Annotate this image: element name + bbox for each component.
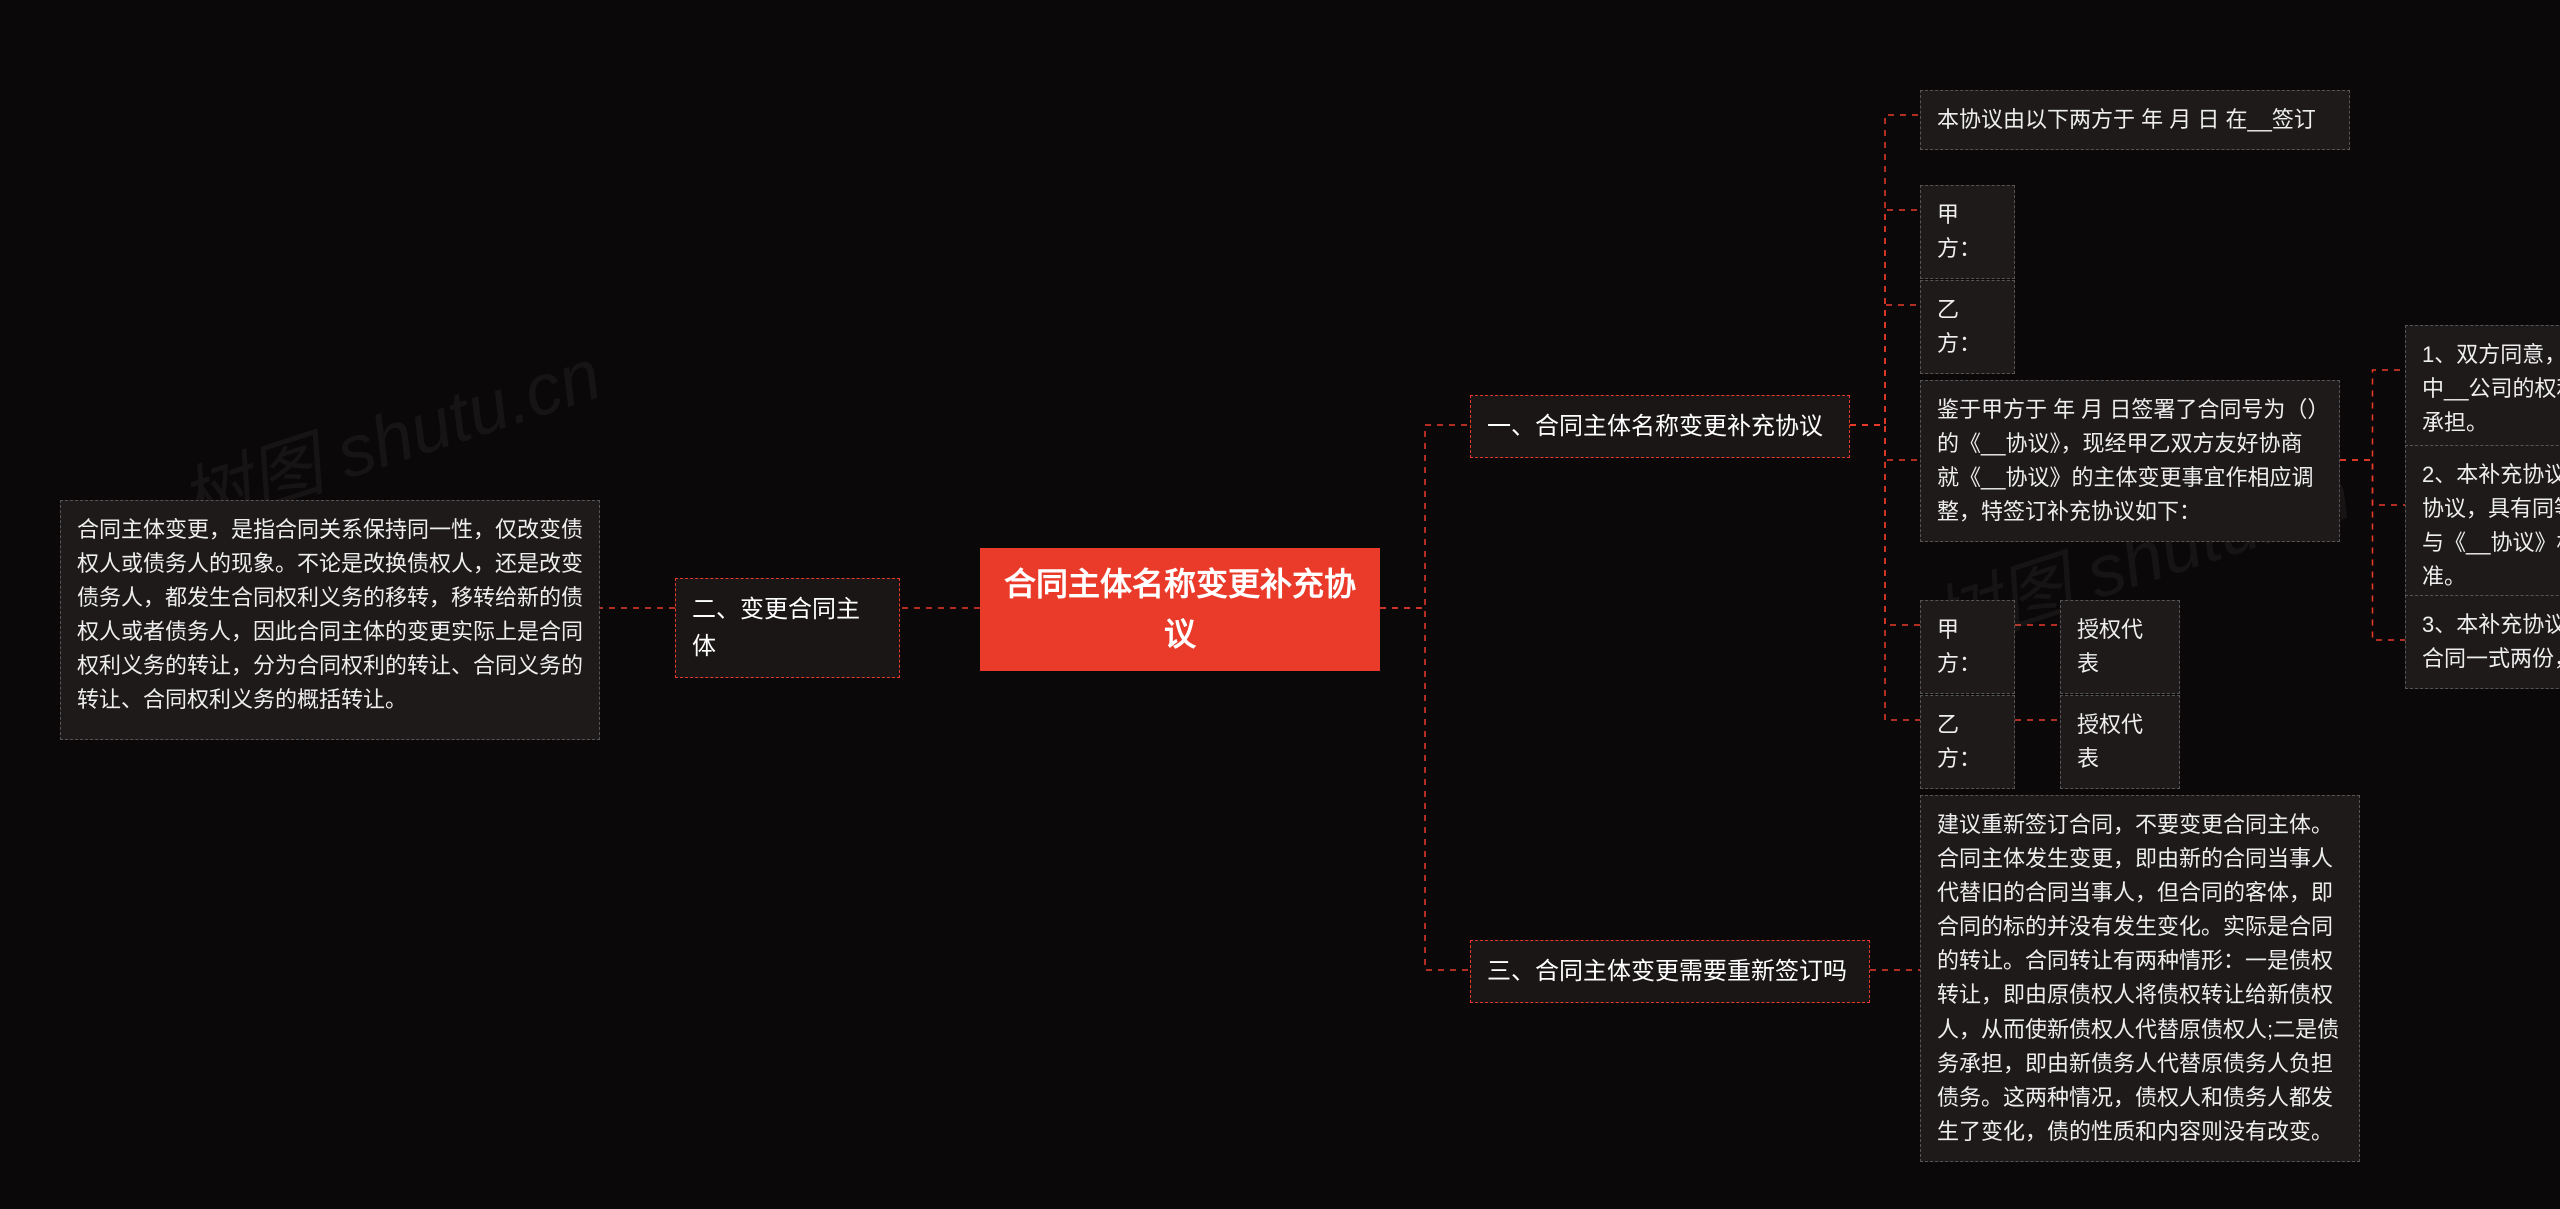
mindmap-node-b1c4[interactable]: 鉴于甲方于 年 月 日签署了合同号为（）的《__协议》，现经甲乙双方友好协商就《…	[1920, 380, 2340, 542]
mindmap-node-b2c1[interactable]: 合同主体变更，是指合同关系保持同一性，仅改变债权人或债务人的现象。不论是改换债权…	[60, 500, 600, 740]
mindmap-node-b1c3[interactable]: 乙方：	[1920, 280, 2015, 374]
mindmap-node-b1c6a[interactable]: 授权代表	[2060, 695, 2180, 789]
mindmap-node-b2[interactable]: 二、变更合同主体	[675, 578, 900, 678]
node-text: 合同主体变更，是指合同关系保持同一性，仅改变债权人或债务人的现象。不论是改换债权…	[77, 517, 583, 712]
node-text: 授权代表	[2077, 617, 2143, 676]
node-text: 3、本补充协议自签订之日起生效，本合同一式两份，甲乙双方各持一份。	[2422, 612, 2560, 671]
node-text: 甲方：	[1937, 617, 1981, 676]
node-text: 甲方：	[1937, 202, 1981, 261]
node-text: 一、合同主体名称变更补充协议	[1487, 408, 1823, 445]
node-text: 本协议由以下两方于 年 月 日 在__签订	[1937, 107, 2316, 132]
node-text: 1、双方同意，自 年 月 日期，《__协议》中__公司的权利义务转由__公司享有…	[2422, 342, 2560, 435]
node-text: 授权代表	[2077, 712, 2143, 771]
mindmap-node-b1c2[interactable]: 甲方：	[1920, 185, 2015, 279]
mindmap-node-b1c6[interactable]: 乙方：	[1920, 695, 2015, 789]
node-text: 2、本补充协议作为《__协议》的补充协议，具有同等法律效力;如本补充协议与《__…	[2422, 462, 2560, 589]
node-text: 合同主体名称变更补充协 议	[1004, 560, 1356, 659]
node-text: 鉴于甲方于 年 月 日签署了合同号为（）的《__协议》，现经甲乙双方友好协商就《…	[1937, 397, 2318, 524]
node-text: 乙方：	[1937, 712, 1981, 771]
mindmap-node-b1c5[interactable]: 甲方：	[1920, 600, 2015, 694]
mindmap-node-b1c4c[interactable]: 3、本补充协议自签订之日起生效，本合同一式两份，甲乙双方各持一份。	[2405, 595, 2560, 689]
node-text: 乙方：	[1937, 297, 1981, 356]
mindmap-node-b3[interactable]: 三、合同主体变更需要重新签订吗	[1470, 940, 1870, 1003]
mindmap-node-b1c1[interactable]: 本协议由以下两方于 年 月 日 在__签订	[1920, 90, 2350, 150]
mindmap-node-root[interactable]: 合同主体名称变更补充协 议	[980, 548, 1380, 671]
mindmap-canvas: 树图 shutu.cn树图 shutu.cn合同主体名称变更补充协 议一、合同主…	[0, 0, 2560, 1209]
node-text: 三、合同主体变更需要重新签订吗	[1487, 953, 1847, 990]
node-text: 二、变更合同主体	[692, 591, 883, 665]
mindmap-node-b3c1[interactable]: 建议重新签订合同，不要变更合同主体。合同主体发生变更，即由新的合同当事人代替旧的…	[1920, 795, 2360, 1162]
mindmap-node-b1c4b[interactable]: 2、本补充协议作为《__协议》的补充协议，具有同等法律效力;如本补充协议与《__…	[2405, 445, 2560, 607]
mindmap-node-b1c4a[interactable]: 1、双方同意，自 年 月 日期，《__协议》中__公司的权利义务转由__公司享有…	[2405, 325, 2560, 453]
node-text: 建议重新签订合同，不要变更合同主体。合同主体发生变更，即由新的合同当事人代替旧的…	[1937, 812, 2339, 1144]
mindmap-node-b1[interactable]: 一、合同主体名称变更补充协议	[1470, 395, 1850, 458]
mindmap-node-b1c5a[interactable]: 授权代表	[2060, 600, 2180, 694]
